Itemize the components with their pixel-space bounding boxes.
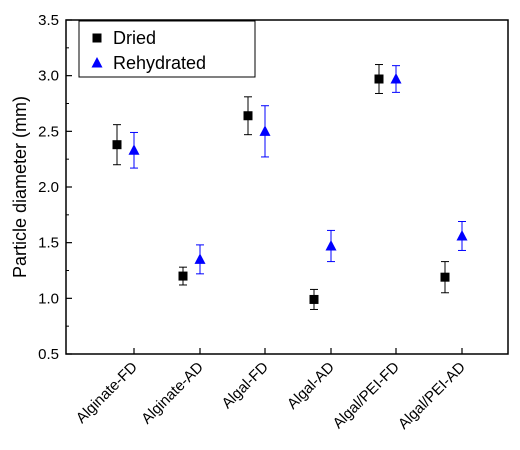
rehydrated-point	[194, 253, 206, 264]
legend-marker-dried	[92, 33, 102, 43]
x-tick-label: Algal-AD	[284, 359, 338, 413]
dried-point	[178, 271, 188, 281]
rehydrated-point	[325, 240, 337, 251]
legend-box	[78, 20, 256, 78]
y-tick-label: 1.0	[38, 290, 59, 307]
dried-point	[243, 111, 253, 121]
dried-point	[112, 140, 122, 150]
y-axis-title: Particle diameter (mm)	[10, 96, 30, 278]
y-tick-label: 3.0	[38, 68, 59, 85]
dried-point	[309, 294, 319, 304]
dried-point	[440, 272, 450, 282]
y-tick-label: 1.5	[38, 235, 59, 252]
legend-label-dried: Dried	[113, 28, 156, 48]
x-tick-label: Alginate-FD	[73, 359, 141, 427]
rehydrated-point	[456, 229, 468, 241]
y-tick-label: 0.5	[38, 346, 59, 363]
dried-point	[374, 74, 384, 84]
legend-item-rehydrated: Rehydrated	[91, 53, 206, 73]
legend-label-rehydrated: Rehydrated	[113, 53, 206, 73]
rehydrated-point	[128, 144, 140, 155]
rehydrated-point	[390, 73, 402, 84]
x-tick-label: Algal/PEI-FD	[329, 359, 402, 432]
y-tick-label: 2.5	[38, 123, 59, 140]
y-tick-label: 2.0	[38, 179, 59, 196]
x-tick-label: Algal/PEI-AD	[395, 359, 469, 433]
y-tick-label: 3.5	[38, 12, 59, 29]
x-tick-label: Alginate-AD	[138, 359, 207, 428]
legend: Dried Rehydrated	[78, 20, 256, 78]
legend-marker-rehydrated	[91, 57, 103, 68]
rehydrated-point	[259, 125, 271, 136]
marks-layer	[112, 64, 468, 310]
legend-item-dried: Dried	[92, 28, 156, 48]
x-tick-label: Algal-FD	[219, 359, 272, 412]
